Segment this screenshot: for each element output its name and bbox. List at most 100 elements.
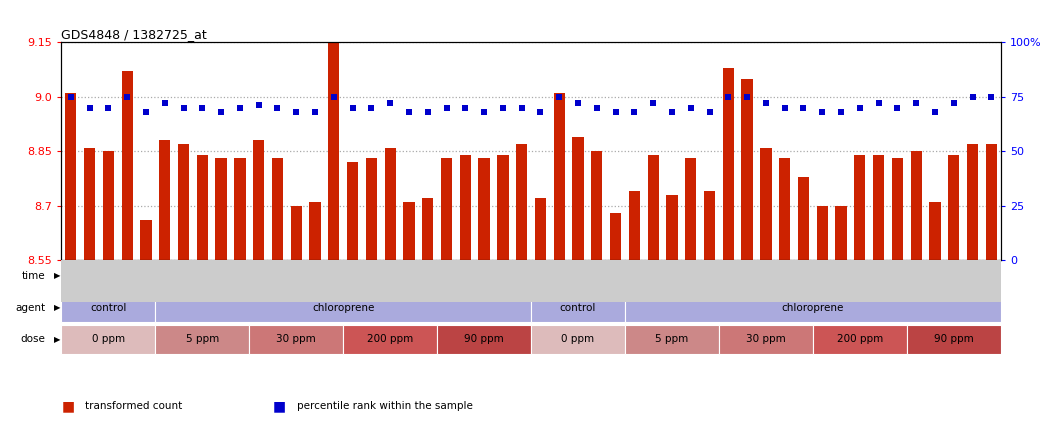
Point xyxy=(682,104,699,111)
Text: dose: dose xyxy=(21,335,46,344)
Bar xyxy=(347,162,358,260)
FancyBboxPatch shape xyxy=(719,325,813,354)
FancyBboxPatch shape xyxy=(61,325,156,354)
Bar xyxy=(272,159,283,260)
Text: time: time xyxy=(22,271,46,281)
Point xyxy=(551,93,568,100)
Point xyxy=(325,93,342,100)
Point xyxy=(82,104,98,111)
Point xyxy=(851,104,868,111)
Point xyxy=(570,100,587,107)
Point xyxy=(720,93,737,100)
Bar xyxy=(685,159,697,260)
Point xyxy=(306,109,323,115)
Bar xyxy=(253,140,265,260)
Text: 0 ppm: 0 ppm xyxy=(561,335,594,344)
Point xyxy=(908,100,925,107)
Bar xyxy=(855,155,865,260)
Point xyxy=(344,104,361,111)
Text: chloroprene: chloroprene xyxy=(312,303,375,313)
Point xyxy=(157,100,174,107)
Bar xyxy=(84,148,95,260)
Bar xyxy=(290,206,302,260)
Point xyxy=(589,104,606,111)
Point xyxy=(100,104,116,111)
Bar xyxy=(197,155,208,260)
Bar xyxy=(234,159,246,260)
Bar xyxy=(986,144,997,260)
Bar xyxy=(610,213,622,260)
Text: control: control xyxy=(90,303,127,313)
Text: ▶: ▶ xyxy=(54,335,60,344)
Point xyxy=(269,104,286,111)
Text: control: control xyxy=(560,303,596,313)
Bar xyxy=(309,202,321,260)
Point xyxy=(739,93,756,100)
Point xyxy=(946,100,963,107)
FancyBboxPatch shape xyxy=(156,325,249,354)
Point xyxy=(983,93,1000,100)
Bar xyxy=(460,155,471,260)
Bar xyxy=(797,177,809,260)
FancyBboxPatch shape xyxy=(625,325,719,354)
Point xyxy=(757,100,774,107)
Point xyxy=(645,100,662,107)
Point xyxy=(400,109,417,115)
Bar xyxy=(911,151,921,260)
Point xyxy=(701,109,718,115)
Bar xyxy=(704,191,715,260)
Bar xyxy=(516,144,527,260)
Bar xyxy=(365,159,377,260)
Bar xyxy=(328,42,340,260)
Text: 5 ppm: 5 ppm xyxy=(656,335,688,344)
Point xyxy=(232,104,249,111)
Text: GDS4848 / 1382725_at: GDS4848 / 1382725_at xyxy=(61,28,208,41)
Bar xyxy=(103,151,114,260)
Point xyxy=(438,104,455,111)
Bar xyxy=(629,191,640,260)
Point xyxy=(363,104,380,111)
Bar xyxy=(892,159,903,260)
FancyBboxPatch shape xyxy=(625,293,1001,322)
FancyBboxPatch shape xyxy=(532,293,625,322)
Point xyxy=(813,109,830,115)
Text: chloroprene: chloroprene xyxy=(782,303,844,313)
Point xyxy=(475,109,492,115)
Bar xyxy=(122,71,132,260)
FancyBboxPatch shape xyxy=(437,325,532,354)
Bar xyxy=(159,140,170,260)
FancyBboxPatch shape xyxy=(61,293,156,322)
Bar xyxy=(178,144,190,260)
Bar xyxy=(479,159,489,260)
Bar xyxy=(647,155,659,260)
Point xyxy=(795,104,812,111)
Point xyxy=(119,93,136,100)
Bar xyxy=(816,206,828,260)
FancyBboxPatch shape xyxy=(532,325,625,354)
Bar xyxy=(384,148,396,260)
Bar xyxy=(836,206,847,260)
Bar xyxy=(498,155,508,260)
Text: 30 ppm: 30 ppm xyxy=(276,335,317,344)
Bar xyxy=(722,68,734,260)
Point xyxy=(889,104,905,111)
Point xyxy=(870,100,887,107)
Bar xyxy=(591,151,603,260)
Point xyxy=(532,109,549,115)
Point xyxy=(194,104,211,111)
Text: ■: ■ xyxy=(273,399,286,413)
Point xyxy=(495,104,511,111)
Text: 5 ppm: 5 ppm xyxy=(185,335,219,344)
Point xyxy=(175,104,192,111)
Text: 5 d: 5 d xyxy=(287,271,306,281)
FancyBboxPatch shape xyxy=(907,325,1001,354)
Point xyxy=(607,109,624,115)
Bar xyxy=(741,79,753,260)
FancyBboxPatch shape xyxy=(532,261,1001,291)
Text: ▶: ▶ xyxy=(54,303,60,312)
Bar xyxy=(423,198,433,260)
Bar xyxy=(573,137,584,260)
Text: 0 ppm: 0 ppm xyxy=(92,335,125,344)
Bar xyxy=(873,155,884,260)
Point xyxy=(419,109,436,115)
